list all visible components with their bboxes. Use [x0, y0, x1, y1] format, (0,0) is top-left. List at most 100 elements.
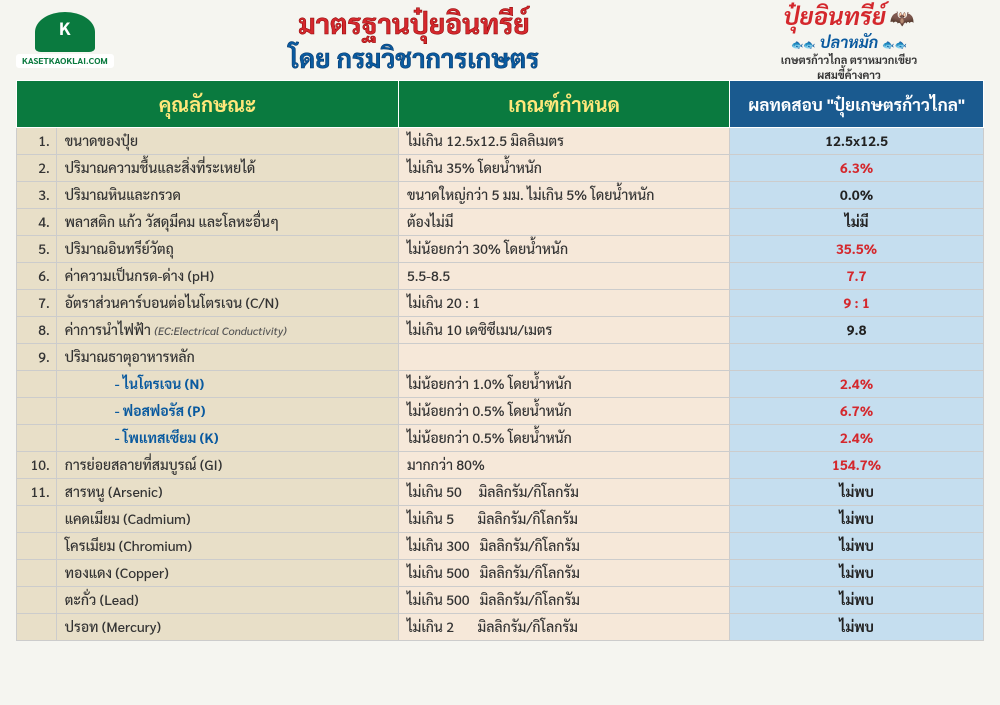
col-header-std: เกณฑ์กำหนด: [398, 81, 729, 128]
cell-num: 10.: [17, 452, 57, 479]
cell-result: ไม่พบ: [730, 614, 984, 641]
cell-num: 5.: [17, 236, 57, 263]
table-row: 3.ปริมาณหินและกรวดขนาดใหญ่กว่า 5 มม. ไม่…: [17, 182, 984, 209]
cell-prop: ปริมาณความชื้นและสิ่งที่ระเหยได้: [56, 155, 398, 182]
cell-prop: ค่าความเป็นกรด-ด่าง (pH): [56, 263, 398, 290]
hat-icon: [35, 12, 95, 52]
cell-prop: โครเมียม (Chromium): [56, 533, 398, 560]
cell-std: 5.5-8.5: [398, 263, 729, 290]
cell-prop: - โพแทสเซียม (K): [56, 425, 398, 452]
cell-std: ไม่เกิน 50 มิลลิกรัม/กิโลกรัม: [398, 479, 729, 506]
cell-num: 4.: [17, 209, 57, 236]
cell-std: ขนาดใหญ่กว่า 5 มม. ไม่เกิน 5% โดยน้ำหนัก: [398, 182, 729, 209]
cell-prop: ปรอท (Mercury): [56, 614, 398, 641]
table-row: - ฟอสฟอรัส (P)ไม่น้อยกว่า 0.5% โดยน้ำหนั…: [17, 398, 984, 425]
cell-result: 9 : 1: [730, 290, 984, 317]
cell-std: มากกว่า 80%: [398, 452, 729, 479]
cell-std: ไม่น้อยกว่า 0.5% โดยน้ำหนัก: [398, 425, 729, 452]
col-header-prop: คุณลักษณะ: [17, 81, 399, 128]
table-row: 5.ปริมาณอินทรีย์วัตถุไม่น้อยกว่า 30% โดย…: [17, 236, 984, 263]
table-row: 7.อัตราส่วนคาร์บอนต่อไนโตรเจน (C/N)ไม่เก…: [17, 290, 984, 317]
cell-std: ไม่เกิน 300 มิลลิกรัม/กิโลกรัม: [398, 533, 729, 560]
table-row: 10.การย่อยสลายที่สมบูรณ์ (GI)มากกว่า 80%…: [17, 452, 984, 479]
cell-num: 1.: [17, 128, 57, 155]
cell-num: 2.: [17, 155, 57, 182]
cell-num: 9.: [17, 344, 57, 371]
cell-result: [730, 344, 984, 371]
cell-num: 8.: [17, 317, 57, 344]
cell-std: ไม่เกิน 2 มิลลิกรัม/กิโลกรัม: [398, 614, 729, 641]
table-row: - โพแทสเซียม (K)ไม่น้อยกว่า 0.5% โดยน้ำห…: [17, 425, 984, 452]
cell-prop: สารหนู (Arsenic): [56, 479, 398, 506]
cell-std: ไม่น้อยกว่า 0.5% โดยน้ำหนัก: [398, 398, 729, 425]
cell-std: ไม่เกิน 35% โดยน้ำหนัก: [398, 155, 729, 182]
cell-num: 11.: [17, 479, 57, 506]
cell-std: ไม่เกิน 500 มิลลิกรัม/กิโลกรัม: [398, 587, 729, 614]
cell-prop: - ไนโตรเจน (N): [56, 371, 398, 398]
cell-result: ไม่พบ: [730, 479, 984, 506]
cell-prop: ตะกั่ว (Lead): [56, 587, 398, 614]
cell-result: ไม่พบ: [730, 533, 984, 560]
standards-table: คุณลักษณะ เกณฑ์กำหนด ผลทดสอบ "ปุ๋ยเกษตรก…: [16, 80, 984, 641]
cell-std: ไม่น้อยกว่า 30% โดยน้ำหนัก: [398, 236, 729, 263]
cell-num: [17, 587, 57, 614]
cell-num: [17, 614, 57, 641]
cell-prop: อัตราส่วนคาร์บอนต่อไนโตรเจน (C/N): [56, 290, 398, 317]
table-body: 1.ขนาดของปุ๋ยไม่เกิน 12.5x12.5 มิลลิเมตร…: [17, 128, 984, 641]
table-row: - ไนโตรเจน (N)ไม่น้อยกว่า 1.0% โดยน้ำหนั…: [17, 371, 984, 398]
cell-std: ต้องไม่มี: [398, 209, 729, 236]
cell-result: ไม่พบ: [730, 587, 984, 614]
cell-std: ไม่เกิน 20 : 1: [398, 290, 729, 317]
cell-prop: ปริมาณอินทรีย์วัตถุ: [56, 236, 398, 263]
cell-result: ไม่พบ: [730, 560, 984, 587]
title-sub: โดย กรมวิชาการเกษตร: [114, 41, 714, 75]
cell-prop: ทองแดง (Copper): [56, 560, 398, 587]
cell-num: 6.: [17, 263, 57, 290]
brand-sub: ปลาหมัก: [820, 31, 878, 52]
cell-prop: ปริมาณธาตุอาหารหลัก: [56, 344, 398, 371]
cell-num: [17, 560, 57, 587]
brand-line1: เกษตรก้าวไกล ตราหมวกเขียว: [714, 52, 984, 67]
cell-num: [17, 398, 57, 425]
cell-result: 154.7%: [730, 452, 984, 479]
cell-result: 12.5x12.5: [730, 128, 984, 155]
table-row: 9.ปริมาณธาตุอาหารหลัก: [17, 344, 984, 371]
cell-std: [398, 344, 729, 371]
brand-line2: ผสมขี้ค้างคาว: [714, 67, 984, 82]
table-header-row: คุณลักษณะ เกณฑ์กำหนด ผลทดสอบ "ปุ๋ยเกษตรก…: [17, 81, 984, 128]
cell-num: [17, 533, 57, 560]
cell-prop: พลาสติก แก้ว วัสดุมีคม และโลหะอื่นๆ: [56, 209, 398, 236]
cell-result: ไม่มี: [730, 209, 984, 236]
cell-prop: - ฟอสฟอรัส (P): [56, 398, 398, 425]
cell-prop: ปริมาณหินและกรวด: [56, 182, 398, 209]
cell-result: 0.0%: [730, 182, 984, 209]
cell-prop: แคดเมียม (Cadmium): [56, 506, 398, 533]
bat-icon: 🦇: [890, 4, 915, 30]
title-block: มาตรฐานปุ๋ยอินทรีย์ โดย กรมวิชาการเกษตร: [114, 5, 714, 75]
col-header-result: ผลทดสอบ "ปุ๋ยเกษตรก้าวไกล": [730, 81, 984, 128]
cell-result: 6.3%: [730, 155, 984, 182]
cell-std: ไม่เกิน 12.5x12.5 มิลลิเมตร: [398, 128, 729, 155]
cell-prop: ค่าการนำไฟฟ้า (EC:Electrical Conductivit…: [56, 317, 398, 344]
cell-std: ไม่เกิน 5 มิลลิกรัม/กิโลกรัม: [398, 506, 729, 533]
cell-num: [17, 371, 57, 398]
brand-right: ปุ๋ยอินทรีย์ 🦇 🐟🐟 ปลาหมัก 🐟🐟 เกษตรก้าวไก…: [714, 0, 984, 82]
table-row: 8.ค่าการนำไฟฟ้า (EC:Electrical Conductiv…: [17, 317, 984, 344]
cell-std: ไม่เกิน 10 เดซิซีเมน/เมตร: [398, 317, 729, 344]
cell-num: [17, 506, 57, 533]
table-row: 1.ขนาดของปุ๋ยไม่เกิน 12.5x12.5 มิลลิเมตร…: [17, 128, 984, 155]
table-row: 4.พลาสติก แก้ว วัสดุมีคม และโลหะอื่นๆต้อ…: [17, 209, 984, 236]
cell-result: 2.4%: [730, 371, 984, 398]
cell-std: ไม่น้อยกว่า 1.0% โดยน้ำหนัก: [398, 371, 729, 398]
cell-result: 6.7%: [730, 398, 984, 425]
fish-icon: 🐟🐟: [882, 38, 907, 51]
table-row: แคดเมียม (Cadmium)ไม่เกิน 5 มิลลิกรัม/กิ…: [17, 506, 984, 533]
cell-result: 2.4%: [730, 425, 984, 452]
cell-result: 35.5%: [730, 236, 984, 263]
cell-num: [17, 425, 57, 452]
table-row: 2.ปริมาณความชื้นและสิ่งที่ระเหยได้ไม่เกิ…: [17, 155, 984, 182]
cell-num: 7.: [17, 290, 57, 317]
header: KASETKAOKLAI.COM มาตรฐานปุ๋ยอินทรีย์ โดย…: [0, 0, 1000, 80]
cell-prop: การย่อยสลายที่สมบูรณ์ (GI): [56, 452, 398, 479]
brand-main: ปุ๋ยอินทรีย์: [783, 0, 885, 31]
